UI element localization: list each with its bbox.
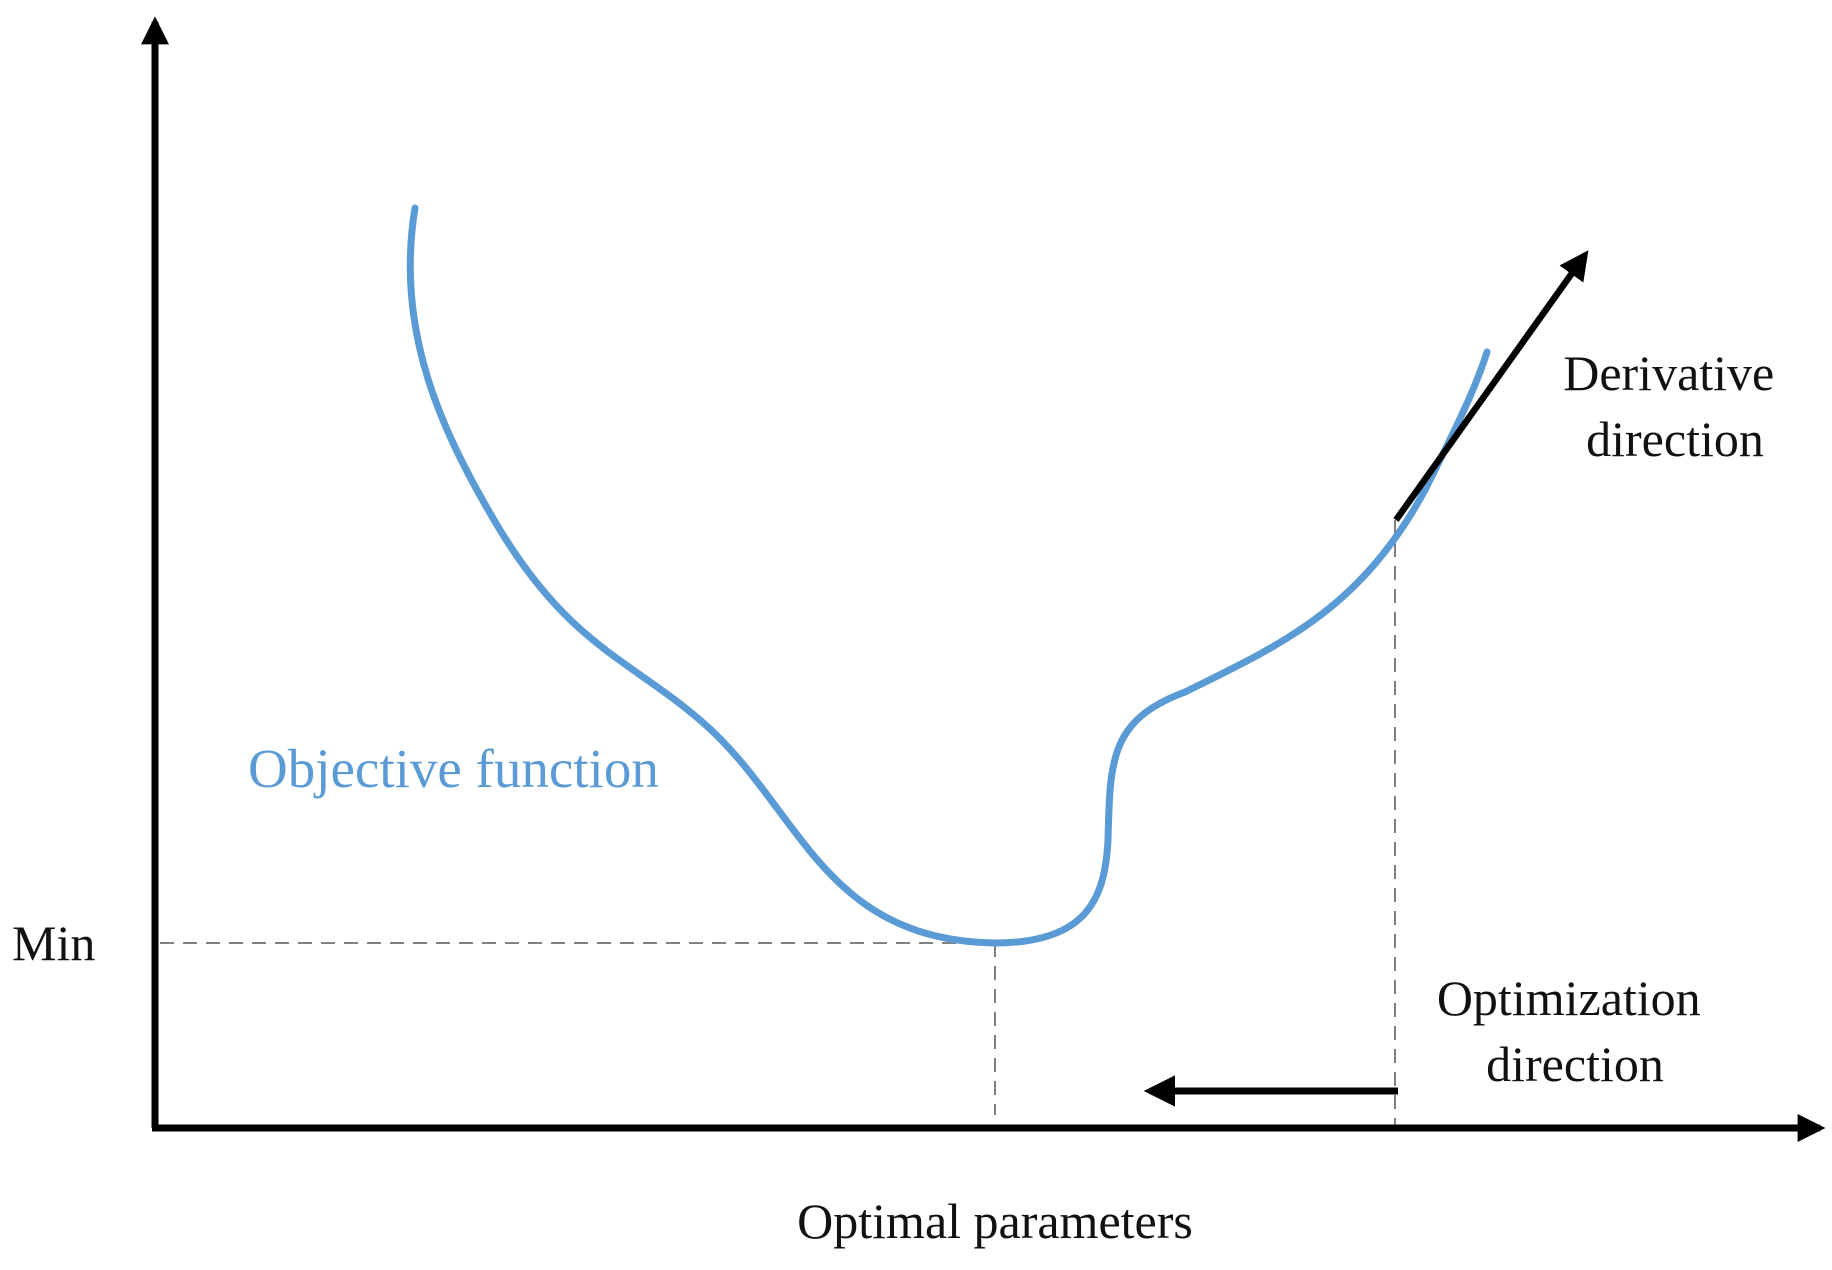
derivative-arrow — [1393, 250, 1589, 522]
derivative-label-line1: Derivative — [1563, 345, 1774, 401]
optimization-direction-label: Optimization direction — [1437, 970, 1713, 1092]
min-label: Min — [12, 915, 95, 971]
optimization-label-line2: direction — [1486, 1036, 1664, 1092]
x-axis-label: Optimal parameters — [797, 1193, 1193, 1249]
objective-function-label: Objective function — [248, 738, 659, 799]
objective-function-curve — [406, 204, 1491, 947]
derivative-label-line2: direction — [1586, 411, 1764, 467]
derivative-direction-label: Derivative direction — [1563, 345, 1787, 467]
optimization-label-line1: Optimization — [1437, 970, 1701, 1026]
